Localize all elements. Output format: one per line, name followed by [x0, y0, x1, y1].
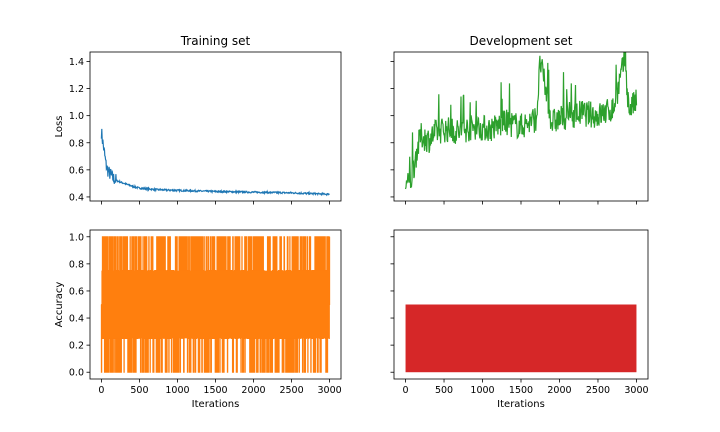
x-tick-label: 2000	[241, 385, 265, 396]
y-axis-label: Loss	[54, 116, 65, 138]
chart-title: Development set	[470, 34, 573, 48]
panel-bottom-right: 0 500 1000 1500 2000 2500 3000 Iterations	[390, 229, 649, 410]
y-tick-label: 0.8	[69, 259, 84, 270]
series-band	[101, 270, 330, 339]
axes-frame	[89, 51, 342, 202]
x-tick-label: 0	[98, 385, 104, 396]
y-tick-label: 1.2	[69, 84, 84, 95]
y-tick-label: 0.0	[69, 368, 84, 379]
x-tick-label: 1000	[165, 385, 189, 396]
y-tick-label: 1.0	[69, 232, 84, 243]
series-block-accuracy-dev	[405, 304, 637, 373]
x-axis-label: Iterations	[192, 399, 240, 410]
x-tick-label: 3000	[624, 385, 648, 396]
panel-top-left: 0.4 0.6 0.8 1.0 1.2 1.4 Training set Loss	[54, 34, 342, 205]
x-tick-label: 1500	[203, 385, 227, 396]
series-line-loss-train	[100, 128, 330, 197]
x-tick-label: 0	[403, 385, 409, 396]
y-tick-label: 0.8	[69, 138, 84, 149]
plot-area	[100, 128, 330, 197]
x-tick-label: 1500	[509, 385, 533, 396]
series-line-loss-dev	[404, 52, 638, 190]
plot-area	[100, 236, 331, 373]
y-tick-label: 0.4	[69, 192, 84, 203]
y-tick-label: 0.2	[69, 341, 84, 352]
y-tick-label: 0.4	[69, 314, 84, 325]
panel-bottom-left: 0 500 1000 1500 2000 2500 3000 0.0 0.2 0.4 0.6 0.8 1…	[54, 229, 342, 410]
y-tick-label: 1.0	[69, 111, 84, 122]
x-tick-label: 3000	[317, 385, 341, 396]
y-axis-label: Accuracy	[54, 282, 65, 328]
chart-title: Training set	[180, 34, 251, 48]
x-tick-label: 500	[130, 385, 148, 396]
x-tick-label: 1000	[470, 385, 494, 396]
panel-top-right: Development set	[390, 34, 649, 205]
x-tick-label: 2000	[547, 385, 571, 396]
plot-area	[405, 304, 637, 373]
y-tick-label: 0.6	[69, 286, 84, 297]
y-tick-label: 1.4	[69, 57, 84, 68]
x-tick-label: 2500	[279, 385, 303, 396]
x-axis-label: Iterations	[497, 399, 545, 410]
plot-area	[404, 52, 638, 190]
x-tick-label: 500	[435, 385, 453, 396]
x-tick-label: 2500	[586, 385, 610, 396]
y-tick-label: 0.6	[69, 165, 84, 176]
